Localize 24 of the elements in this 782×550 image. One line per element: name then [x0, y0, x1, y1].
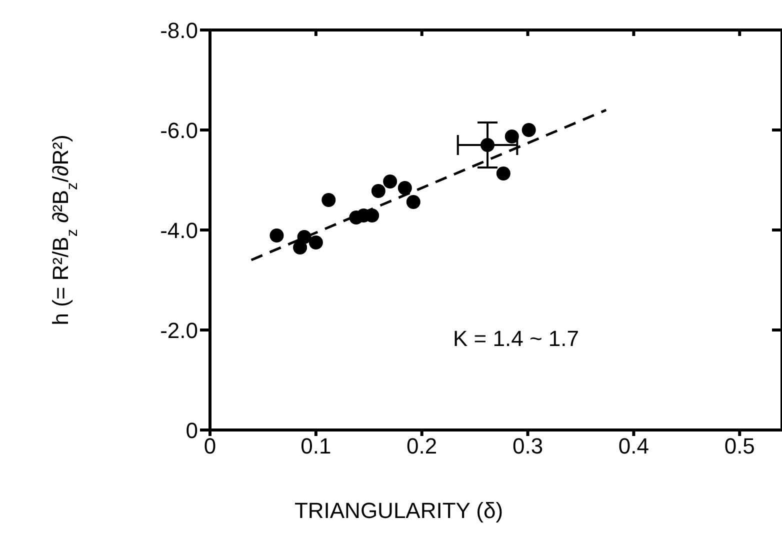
x-tick-label: 0.1 [300, 434, 332, 459]
x-tick-label: 0.5 [724, 434, 755, 459]
point [398, 181, 412, 195]
point [308, 236, 323, 250]
y-tick-label: 0 [186, 418, 198, 443]
x-axis-title: TRIANGULARITY (δ) [294, 498, 504, 523]
point [270, 228, 284, 242]
point [496, 166, 510, 180]
point [480, 138, 495, 152]
point [371, 184, 386, 198]
y-tick-label: -2.0 [160, 318, 198, 343]
annotation: K = 1.4 ~ 1.7 [453, 326, 579, 352]
point [322, 193, 336, 207]
x-tick-label: 0.2 [406, 434, 438, 459]
x-tick-label: 0 [204, 434, 216, 459]
x-tick-label: 0.4 [618, 434, 649, 459]
point [504, 130, 519, 144]
y-tick-label: -8.0 [160, 18, 198, 43]
point [406, 195, 420, 209]
y-tick-label: -6.0 [160, 118, 198, 143]
point [522, 123, 536, 137]
y-tick-label: -4.0 [160, 218, 198, 243]
x-tick-label: 0.3 [512, 434, 544, 459]
point [383, 174, 398, 188]
